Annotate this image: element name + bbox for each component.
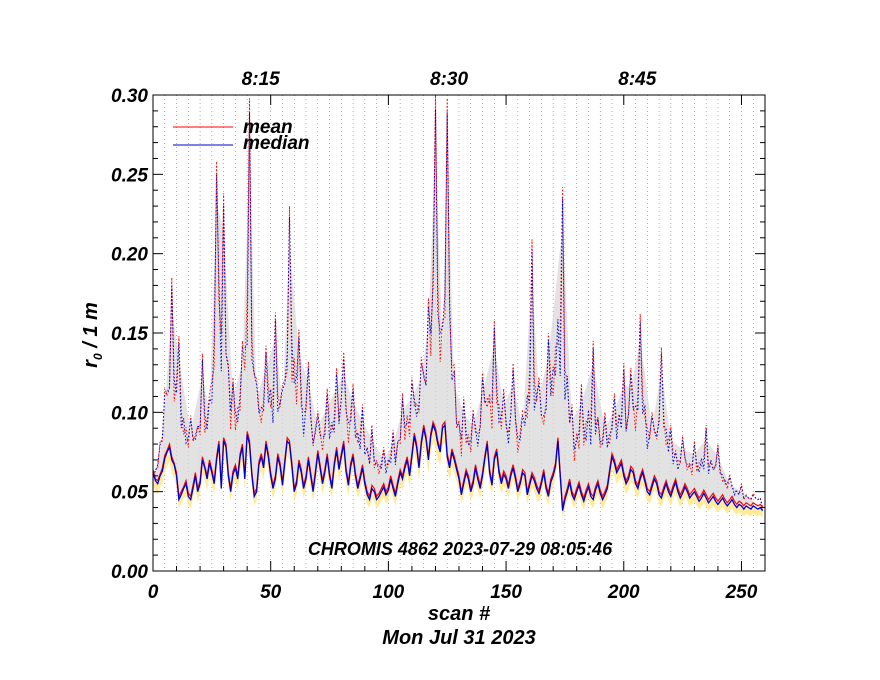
x-tick-label: 50 [260,582,282,603]
instrument-annotation: CHROMIS 4862 2023-07-29 08:05:46 [308,539,613,559]
median-line [152,422,764,512]
median-peak-series [152,109,764,510]
y-tick-label: 0.05 [111,483,148,504]
x-tick-label: 0 [148,582,159,603]
axes: 0 50 100 150 200 250 0.00 0.05 0.10 0.15 0.20 0.25 0… [111,69,765,603]
y-axis-title-sub: 0 [91,353,105,360]
time-tick-label: 8:15 [242,69,280,90]
y-axis-title: r0 / 1 m [80,302,105,368]
line-series [152,419,764,512]
dotted-peak-series [152,94,764,510]
range-bands [153,142,763,518]
x-tick-label: 200 [607,582,640,603]
time-tick-label: 8:30 [430,69,468,90]
mean-line [152,419,764,508]
x-axis-title: scan # [428,603,491,625]
x-tick-label: 150 [490,582,522,603]
y-tick-label: 0.30 [111,86,148,107]
range-band-upper [153,142,763,508]
y-tick-label: 0.20 [111,245,148,266]
x-tick-label: 100 [373,582,405,603]
date-label: Mon Jul 31 2023 [382,627,535,649]
y-tick-label: 0.15 [111,324,148,345]
y-tick-label: 0.10 [111,403,148,424]
legend: mean median [173,117,310,154]
x-tick-label: 250 [725,582,758,603]
y-tick-label: 0.00 [111,562,148,583]
y-axis-title-r: r [80,359,102,368]
y-axis-title-rest: / 1 m [80,302,102,353]
y-tick-label: 0.25 [111,165,148,186]
time-tick-label: 8:45 [618,69,656,90]
legend-median-label: median [243,133,310,154]
legend-mean-label: mean [243,117,293,138]
